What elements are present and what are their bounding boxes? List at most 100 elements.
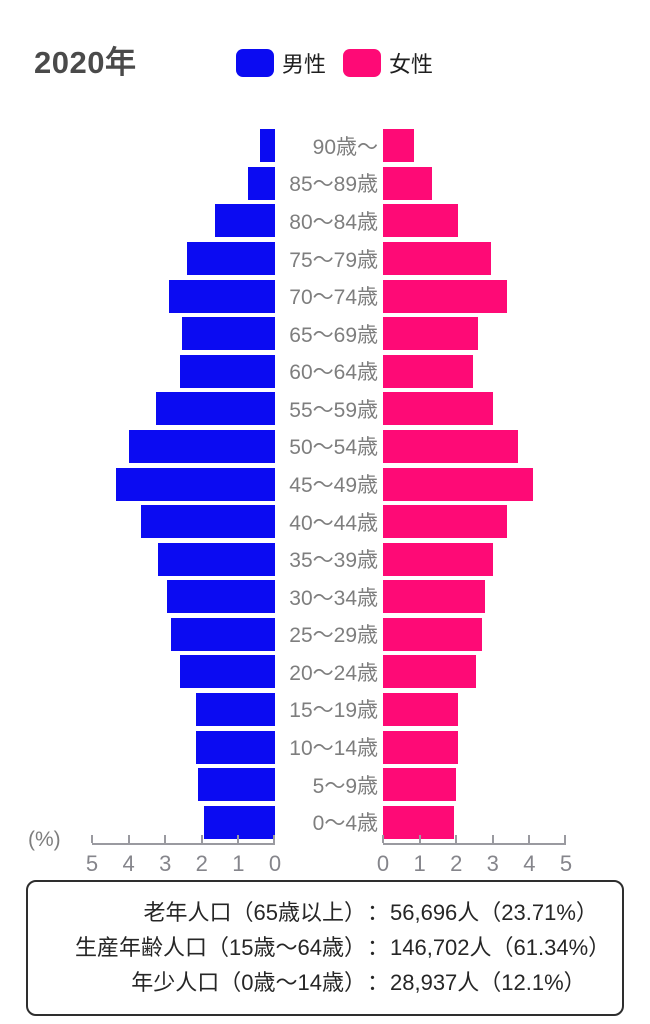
male-bar bbox=[179, 655, 275, 689]
male-bar-area bbox=[92, 803, 275, 841]
female-bar-area bbox=[383, 691, 566, 729]
male-bar bbox=[260, 129, 275, 163]
axis-tick bbox=[273, 835, 275, 843]
male-bar bbox=[115, 467, 275, 501]
age-group-label: 15〜19歳 bbox=[289, 699, 378, 723]
male-bar-area bbox=[92, 352, 275, 390]
age-group-label: 0〜4歳 bbox=[312, 812, 378, 836]
axis-tick-label: 2 bbox=[450, 851, 463, 876]
axis-tick bbox=[564, 835, 566, 843]
female-bar bbox=[383, 204, 459, 238]
male-bar bbox=[214, 204, 275, 238]
male-bar bbox=[179, 354, 275, 388]
age-label-area: 60〜64歳 bbox=[275, 352, 383, 390]
male-bar bbox=[156, 392, 275, 426]
female-bar bbox=[383, 242, 491, 276]
axis-tick bbox=[418, 835, 421, 843]
pyramid-row: 50〜54歳 bbox=[0, 428, 650, 466]
summary-row: 老年人口（65歳以上）： 56,696人（23.71%） bbox=[28, 898, 622, 928]
male-bar-area bbox=[92, 653, 275, 691]
female-bar bbox=[383, 542, 493, 576]
female-axis bbox=[382, 835, 566, 845]
age-label-area: 10〜14歳 bbox=[275, 728, 383, 766]
summary-row: 生産年齢人口（15歳〜64歳）： 146,702人（61.34%） bbox=[28, 933, 622, 963]
age-group-label: 45〜49歳 bbox=[289, 473, 378, 497]
age-group-label: 25〜29歳 bbox=[289, 624, 378, 648]
male-bar-area bbox=[92, 616, 275, 654]
age-label-area: 5〜9歳 bbox=[275, 766, 383, 804]
legend-label-female: 女性 bbox=[389, 52, 434, 77]
female-bar-area bbox=[383, 766, 566, 804]
female-bar-area bbox=[383, 465, 566, 503]
axis-tick bbox=[455, 835, 458, 843]
female-bar-area bbox=[383, 127, 566, 165]
female-bar bbox=[383, 692, 459, 726]
female-bar bbox=[383, 429, 519, 463]
age-group-label: 70〜74歳 bbox=[289, 286, 378, 310]
female-bar-area bbox=[383, 315, 566, 353]
summary-value: 28,937人（12.1%） bbox=[390, 970, 586, 995]
age-group-label: 85〜89歳 bbox=[289, 173, 378, 197]
age-label-area: 80〜84歳 bbox=[275, 202, 383, 240]
male-bar bbox=[168, 279, 275, 313]
female-bar bbox=[383, 805, 455, 839]
male-bar-area bbox=[92, 165, 275, 203]
axis-tick-label: 2 bbox=[195, 851, 208, 876]
pyramid-row: 10〜14歳 bbox=[0, 728, 650, 766]
female-bar bbox=[383, 317, 479, 351]
summary-label: 生産年齢人口（15歳〜64歳） bbox=[75, 935, 366, 960]
male-bar-area bbox=[92, 578, 275, 616]
axis-tick-label: 5 bbox=[559, 851, 573, 876]
age-group-label: 30〜34歳 bbox=[289, 586, 378, 610]
axis-tick-label: 1 bbox=[232, 851, 245, 876]
summary-value: 146,702人（61.34%） bbox=[390, 935, 611, 960]
male-bar bbox=[247, 166, 275, 200]
female-bar bbox=[383, 279, 508, 313]
female-bar-area bbox=[383, 803, 566, 841]
female-bar-area bbox=[383, 165, 566, 203]
female-bar-area bbox=[383, 540, 566, 578]
age-label-area: 15〜19歳 bbox=[275, 691, 383, 729]
male-bar bbox=[157, 542, 275, 576]
male-bar bbox=[141, 505, 275, 539]
age-label-area: 30〜34歳 bbox=[275, 578, 383, 616]
age-label-area: 90歳〜 bbox=[275, 127, 383, 165]
male-bar-area bbox=[92, 315, 275, 353]
age-label-area: 45〜49歳 bbox=[275, 465, 383, 503]
axis-tick bbox=[528, 835, 531, 843]
age-group-label: 90歳〜 bbox=[312, 135, 378, 159]
female-bar bbox=[383, 617, 482, 651]
axis-tick-label: 0 bbox=[376, 851, 390, 876]
female-bar-area bbox=[383, 578, 566, 616]
female-bar-area bbox=[383, 616, 566, 654]
legend-swatch-female-icon bbox=[343, 49, 382, 77]
pyramid-row: 40〜44歳 bbox=[0, 503, 650, 541]
pyramid-plot: 90歳〜 85〜89歳 80〜84歳 75〜79歳 70〜74歳 65〜69歳 60〜64歳… bbox=[0, 127, 650, 841]
age-label-area: 20〜24歳 bbox=[275, 653, 383, 691]
axis-tick-label: 3 bbox=[159, 851, 172, 876]
age-group-label: 5〜9歳 bbox=[312, 774, 378, 798]
pyramid-row: 65〜69歳 bbox=[0, 315, 650, 353]
summary-row: 年少人口（0歳〜14歳）： 28,937人（12.1%） bbox=[28, 968, 622, 998]
axis-tick bbox=[491, 835, 494, 843]
male-bar-area bbox=[92, 127, 275, 165]
age-group-label: 20〜24歳 bbox=[289, 661, 378, 685]
summary-label: 年少人口（0歳〜14歳） bbox=[131, 970, 366, 995]
female-bar bbox=[383, 166, 433, 200]
female-bar-area bbox=[383, 390, 566, 428]
female-bar-area bbox=[383, 202, 566, 240]
pyramid-row: 25〜29歳 bbox=[0, 616, 650, 654]
age-label-area: 0〜4歳 bbox=[275, 803, 383, 841]
age-group-label: 80〜84歳 bbox=[289, 210, 378, 234]
male-bar bbox=[203, 805, 275, 839]
male-bar-area bbox=[92, 277, 275, 315]
summary-colon: ： bbox=[366, 935, 389, 960]
female-bar bbox=[383, 505, 508, 539]
male-bar-area bbox=[92, 691, 275, 729]
age-label-area: 50〜54歳 bbox=[275, 428, 383, 466]
age-group-label: 55〜59歳 bbox=[289, 398, 378, 422]
female-bar-area bbox=[383, 653, 566, 691]
female-bar-area bbox=[383, 240, 566, 278]
female-bar-area bbox=[383, 352, 566, 390]
summary-colon: ： bbox=[366, 970, 389, 995]
